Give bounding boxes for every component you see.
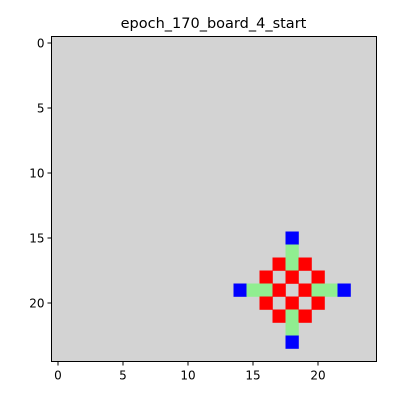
y-tick-label: 10: [29, 167, 44, 181]
x-tick-label: 5: [119, 369, 127, 383]
board-background: [52, 37, 377, 362]
board-cell-red: [299, 284, 312, 297]
board-cell-blue: [286, 232, 299, 245]
x-axis: 0 5 10 15 20: [54, 362, 325, 383]
board-cell-red: [273, 284, 286, 297]
board-cell-red: [312, 297, 325, 310]
board-cell-green: [286, 323, 299, 336]
board-cell-green: [325, 284, 338, 297]
board-cell-red: [299, 258, 312, 271]
board-cell-red: [260, 297, 273, 310]
board-cell-green: [247, 284, 260, 297]
board-cell-red: [273, 310, 286, 323]
board-cell-green: [286, 245, 299, 258]
board-cell-red: [312, 271, 325, 284]
y-tick-label: 5: [37, 102, 45, 116]
game-board: [52, 37, 377, 362]
board-cell-red: [299, 310, 312, 323]
y-tick-label: 20: [29, 297, 44, 311]
board-cell-blue: [338, 284, 351, 297]
y-axis: 0 5 10 15 20: [29, 37, 51, 311]
y-tick-label: 0: [37, 37, 45, 51]
figure-title: epoch_170_board_4_start: [121, 16, 307, 32]
board-cell-green: [286, 258, 299, 271]
y-tick-label: 15: [29, 232, 44, 246]
x-tick-label: 10: [180, 369, 195, 383]
board-cell-red: [273, 258, 286, 271]
board-cell-red: [286, 297, 299, 310]
x-tick-label: 20: [310, 369, 325, 383]
x-tick-label: 0: [54, 369, 62, 383]
board-cell-green: [312, 284, 325, 297]
x-tick-label: 15: [245, 369, 260, 383]
board-cell-blue: [234, 284, 247, 297]
board-cell-red: [260, 271, 273, 284]
board-cell-red: [286, 271, 299, 284]
board-cell-green: [260, 284, 273, 297]
board-cell-green: [286, 310, 299, 323]
board-cell-blue: [286, 336, 299, 349]
